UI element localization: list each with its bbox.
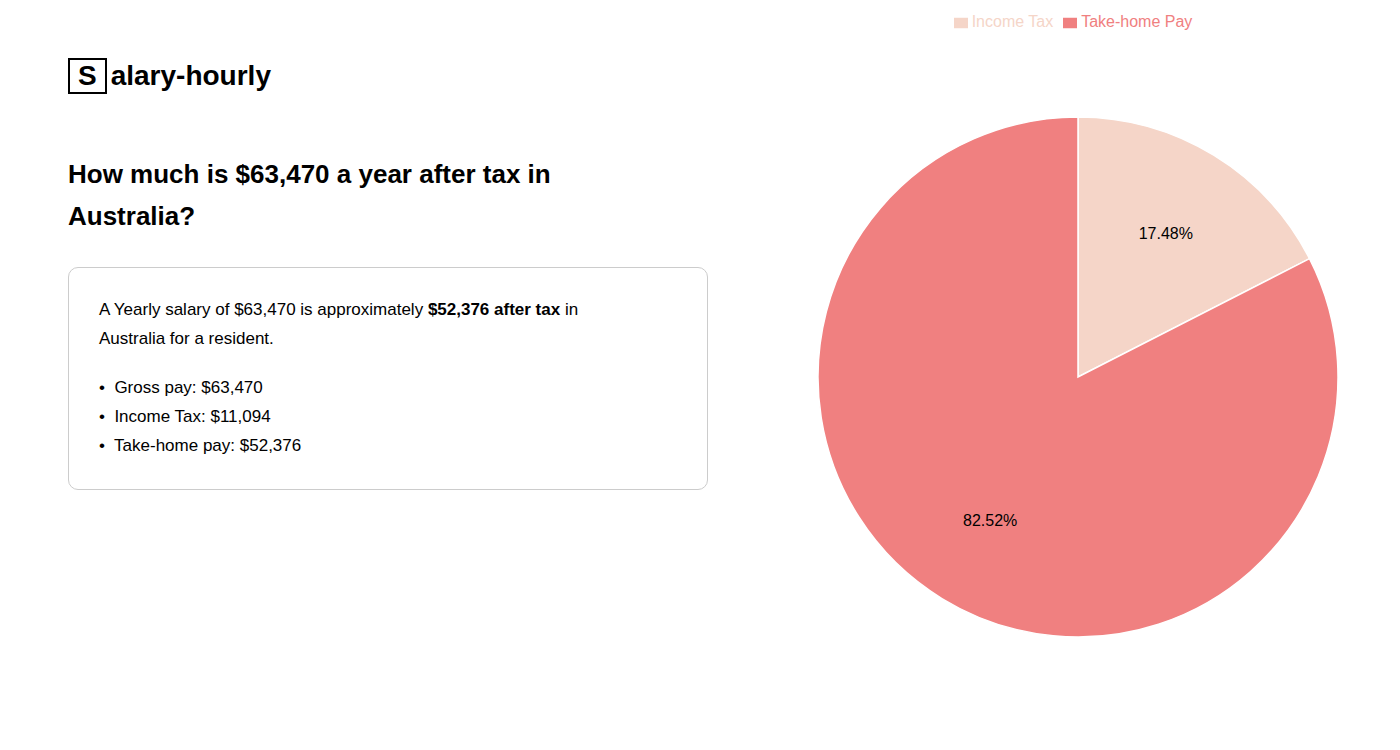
html-text:• Take-home pay: $52,376: • Take-home pay: $52,376	[99, 435, 302, 455]
html-text:A Yearly salary of $63,470 is: A Yearly salary of $63,470 is approximat…	[99, 300, 579, 320]
html-text:Income Tax: Income Tax	[971, 13, 1054, 30]
html-text:Australia?: Australia?	[68, 200, 196, 231]
html-text:How much is $63,470 a year aft: How much is $63,470 a year after tax in	[68, 159, 551, 189]
html-text:• Income Tax: $11,094: • Income Tax: $11,094	[99, 406, 271, 426]
svg-text:82.52%: 82.52%	[963, 512, 1017, 529]
html-text:alary-hourly: alary-hourly	[110, 60, 271, 91]
html-text:Take-home Pay: Take-home Pay	[1081, 13, 1193, 30]
html-text:Australia for a resident.: Australia for a resident.	[99, 329, 274, 349]
html-text:S: S	[78, 60, 97, 91]
html-text:• Gross pay: $63,470: • Gross pay: $63,470	[99, 378, 263, 397]
svg-text:17.48%: 17.48%	[1139, 225, 1193, 242]
